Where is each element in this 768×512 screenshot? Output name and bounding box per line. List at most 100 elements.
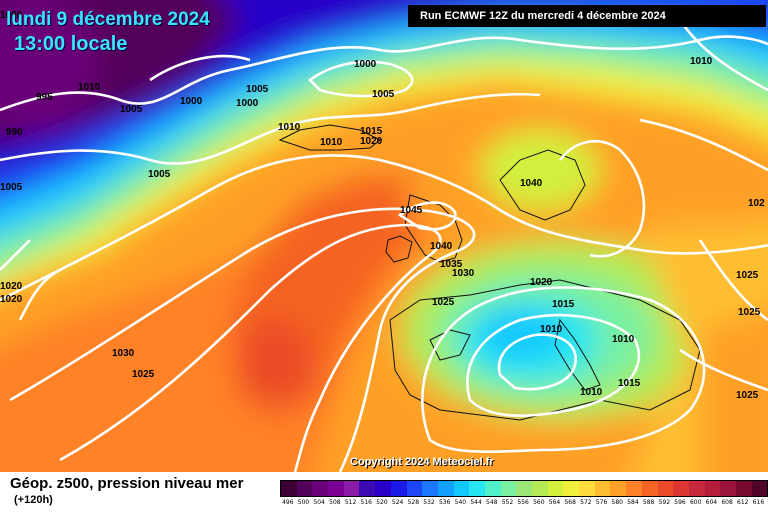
isobar-pressure-label: 1000	[236, 98, 259, 109]
scale-swatch	[641, 481, 658, 496]
model-run-info: Run ECMWF 12Z du mercredi 4 décembre 202…	[408, 5, 766, 27]
scale-swatch	[735, 481, 752, 496]
scale-swatch	[532, 481, 548, 496]
isobar-pressure-label: 1025	[132, 369, 155, 380]
isobar-pressure-label: 1015	[360, 126, 383, 137]
scale-swatch	[563, 481, 580, 496]
isobar-pressure-label: 1010	[278, 122, 301, 133]
isobar-pressure-label: 1005	[148, 169, 171, 180]
scale-swatch	[343, 481, 360, 496]
isobar-pressure-label: 1035	[440, 259, 463, 270]
scale-label: 572	[580, 499, 592, 506]
isobar-pressure-label: 995	[36, 92, 53, 103]
scale-label: 552	[501, 499, 514, 506]
isobar-pressure-label: 1015	[618, 378, 641, 389]
scale-swatch	[281, 481, 297, 496]
weather-map: 1000 1005 1010 995 990 1005 1000 1000 1000 1005 10…	[0, 0, 768, 472]
scale-swatch	[688, 481, 705, 496]
forecast-time: 13:00 locale	[14, 33, 128, 55]
scale-label: 528	[407, 499, 420, 506]
scale-swatch	[437, 481, 454, 496]
isobar-pressure-label: 1005	[246, 84, 269, 95]
scale-label: 568	[564, 499, 576, 506]
isobar-pressure-label: 1010	[580, 387, 603, 398]
forecast-date: lundi 9 décembre 2024	[6, 9, 210, 30]
scale-label: 524	[391, 499, 404, 506]
scale-swatch	[312, 481, 329, 496]
copyright-notice: Copyright 2024 Meteociel.fr	[350, 456, 494, 468]
scale-swatch	[516, 481, 532, 496]
isobar-pressure-label: 102	[748, 198, 765, 209]
color-scale-bar	[280, 480, 768, 497]
isobar-pressure-label: 1000	[180, 96, 203, 107]
scale-swatch	[626, 481, 642, 496]
scale-swatch	[751, 481, 768, 496]
scale-label: 584	[627, 499, 639, 506]
isobar-pressure-label: 1005	[372, 89, 395, 100]
scale-label: 544	[470, 499, 482, 506]
scale-label: 560	[533, 499, 545, 506]
scale-label: 504	[313, 499, 325, 506]
scale-label: 536	[438, 499, 451, 506]
forecast-lead-time: (+120h)	[14, 494, 53, 506]
scale-label: 512	[344, 499, 357, 506]
scale-label: 580	[611, 499, 623, 506]
isobar-pressure-label: 1020	[360, 136, 383, 147]
scale-swatch	[500, 481, 517, 496]
scale-label: 532	[423, 499, 435, 506]
isobars	[0, 19, 768, 472]
scale-label: 548	[486, 499, 498, 506]
isobar-pressure-label: 1010	[690, 56, 713, 67]
isobar-pressure-label: 1025	[736, 270, 759, 281]
isobar-pressure-label: 1020	[530, 277, 553, 288]
isobar-pressure-label: 1000	[0, 10, 23, 21]
scale-label: 508	[329, 499, 341, 506]
isobar-pressure-label: 1020	[0, 281, 23, 292]
scale-swatch	[594, 481, 611, 496]
scale-swatch	[484, 481, 501, 496]
scale-label: 520	[376, 499, 388, 506]
pressure-labels: 1000 1005 1010 995 990 1005 1000 1000 1000 1005 10…	[0, 10, 765, 401]
isobar-pressure-label: 1040	[520, 178, 543, 189]
scale-label: 612	[737, 499, 749, 506]
scale-label: 596	[674, 499, 686, 506]
scale-label: 516	[360, 499, 372, 506]
scale-swatch	[390, 481, 407, 496]
scale-swatch	[547, 481, 564, 496]
coastlines	[278, 124, 701, 421]
scale-swatch	[406, 481, 423, 496]
scale-swatch	[579, 481, 595, 496]
isobar-pressure-label: 1030	[452, 268, 475, 279]
isobar-pressure-label: 1010	[320, 137, 343, 148]
scale-label: 616	[752, 499, 765, 506]
isobar-pressure-label: 1040	[430, 241, 453, 252]
isobar-pressure-label: 1020	[0, 294, 23, 305]
isobar-pressure-label: 1030	[112, 348, 135, 359]
scale-swatch	[359, 481, 376, 496]
isobar-pressure-label: 1010	[612, 334, 635, 345]
chart-title: Géop. z500, pression niveau mer	[10, 475, 244, 492]
scale-swatch	[657, 481, 674, 496]
scale-label: 564	[548, 499, 561, 506]
isobar-pressure-label: 1000	[354, 59, 377, 70]
scale-label: 540	[454, 499, 467, 506]
color-scale-labels: 496 500 504 508 512 516 520 524 528 532 536 540 544 5…	[280, 499, 766, 506]
scale-swatch	[610, 481, 627, 496]
isobar-pressure-label: 1025	[432, 297, 455, 308]
scale-swatch	[375, 481, 391, 496]
scale-swatch	[673, 481, 689, 496]
isobar-pressure-label: 990	[6, 127, 23, 138]
scale-label: 588	[642, 499, 655, 506]
isobar-pressure-label: 1010	[540, 324, 563, 335]
scale-label: 600	[689, 499, 702, 506]
scale-label: 592	[658, 499, 671, 506]
scale-swatch	[422, 481, 438, 496]
scale-swatch	[296, 481, 313, 496]
scale-label: 604	[705, 499, 718, 506]
scale-label: 500	[297, 499, 310, 506]
scale-swatch	[720, 481, 736, 496]
scale-label: 556	[517, 499, 529, 506]
isobar-pressure-label: 1005	[120, 104, 143, 115]
map-canvas: 1000 1005 1010 995 990 1005 1000 1000 1000 1005 10…	[0, 0, 768, 472]
